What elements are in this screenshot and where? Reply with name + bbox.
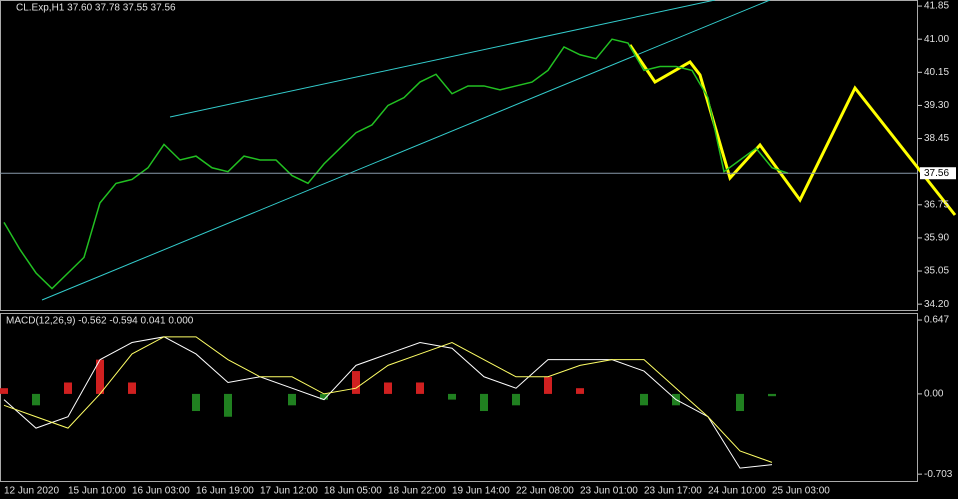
histogram-bar [768,393,776,397]
x-tick-label: 17 Jun 12:00 [260,486,318,497]
histogram-bar [288,393,296,406]
histogram-bar [448,393,456,400]
histogram-bar [96,359,104,394]
histogram-bar [320,393,328,400]
current-price-box [920,167,956,180]
histogram-bar [128,382,136,394]
histogram-bar [352,371,360,394]
histogram-bar [384,382,392,394]
x-tick-label: 15 Jun 10:00 [68,486,126,497]
trendline [41,0,771,301]
histogram-bar [0,388,8,394]
histogram-bar [480,393,488,412]
x-tick-label: 24 Jun 10:00 [708,486,766,497]
x-tick-label: 18 Jun 22:00 [388,486,446,497]
y-tick-label: 40.15 [924,67,949,78]
y-tick-label: 39.30 [924,100,949,111]
x-tick-label: 19 Jun 14:00 [452,486,510,497]
y-tick-label: -0.703 [924,469,953,480]
y-tick-label: 41.85 [924,1,949,12]
x-tick-label: 22 Jun 08:00 [516,486,574,497]
histogram-bar [416,382,424,394]
x-tick-label: 23 Jun 17:00 [644,486,702,497]
histogram-bar [544,376,552,394]
y-tick-label: 38.45 [924,133,949,144]
histogram-bar [640,393,648,406]
forecast-arrows [628,44,957,216]
price-panel [0,0,918,311]
y-tick-label: 34.20 [924,299,949,310]
y-tick-label: 36.75 [924,199,949,210]
macd-panel [0,313,918,482]
price-line [3,38,789,290]
y-tick-label: 35.05 [924,266,949,277]
y-tick-label: 0.00 [924,389,944,400]
y-tick-label: 41.00 [924,34,949,45]
macd-title: MACD(12,26,9) -0.562 -0.594 0.041 0.000 [6,316,194,327]
histogram-bar [512,393,520,406]
histogram-bar [736,393,744,412]
histogram-bar [224,393,232,417]
x-tick-label: 23 Jun 01:00 [580,486,638,497]
histogram-bar [64,382,72,394]
histogram-bar [32,393,40,406]
x-tick-label: 12 Jun 2020 [4,486,59,497]
histogram-bar [576,388,584,394]
y-tick-label: 0.647 [924,315,949,326]
x-tick-label: 16 Jun 03:00 [132,486,190,497]
histogram-bar [192,393,200,412]
current-price-label: 37.56 [924,168,949,179]
trendline [169,0,716,118]
chart-title: CL.Exp,H1 37.60 37.78 37.55 37.56 [16,3,176,14]
y-tick-label: 35.90 [924,233,949,244]
x-tick-label: 25 Jun 03:00 [772,486,830,497]
x-tick-label: 18 Jun 05:00 [324,486,382,497]
macd-line [3,336,773,469]
x-tick-label: 16 Jun 19:00 [196,486,254,497]
macd-line [3,336,773,463]
